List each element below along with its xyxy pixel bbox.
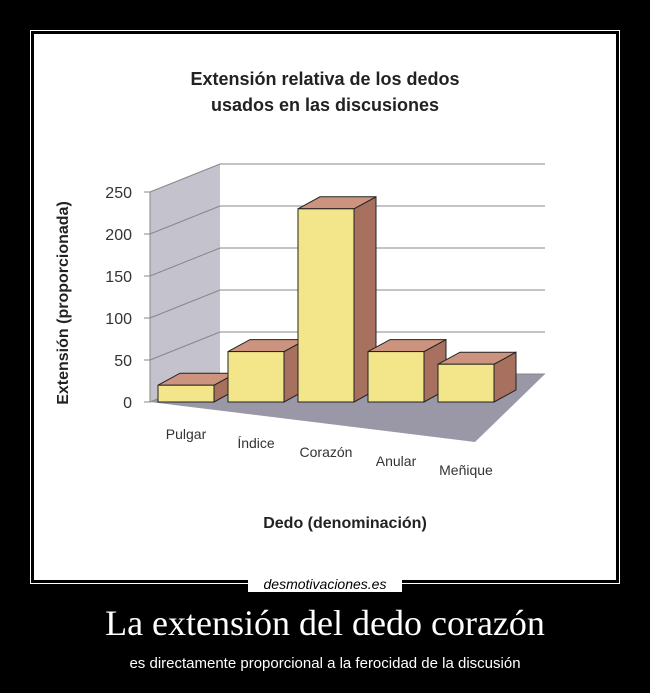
bar: [297, 208, 355, 403]
subcaption: es directamente proporcional a la feroci…: [129, 655, 520, 672]
x-axis-label: Dedo (denominación): [263, 515, 427, 532]
y-tick-label: 200: [105, 227, 132, 244]
x-tick-label: Anular: [376, 453, 417, 469]
chart-subtitle: usados en las discusiones: [211, 95, 439, 115]
bar: [437, 363, 495, 403]
y-tick-label: 150: [105, 269, 132, 286]
y-tick-label: 100: [105, 311, 132, 328]
y-tick-label: 0: [123, 395, 132, 412]
grid-line: [149, 247, 221, 277]
x-tick-label: Meñique: [439, 462, 493, 478]
bar: [157, 384, 215, 403]
site-box: [248, 576, 402, 592]
x-tick-label: Corazón: [300, 444, 353, 460]
site-label: desmotivaciones.es: [264, 576, 387, 592]
x-tick-label: Índice: [237, 435, 275, 451]
y-tick-label: 50: [114, 353, 132, 370]
side-wall: [150, 164, 220, 402]
grid-line: [149, 289, 221, 319]
y-axis-label: Extensión (proporcionada): [55, 201, 72, 405]
bar: [227, 351, 285, 403]
grid-line: [149, 163, 221, 193]
x-tick-label: Pulgar: [166, 426, 207, 442]
chart-title: Extensión relativa de los dedos: [190, 69, 459, 89]
grid-line: [149, 205, 221, 235]
grid-line: [149, 331, 221, 361]
caption: La extensión del dedo corazón: [105, 603, 545, 643]
y-tick-label: 250: [105, 185, 132, 202]
bar: [367, 351, 425, 403]
